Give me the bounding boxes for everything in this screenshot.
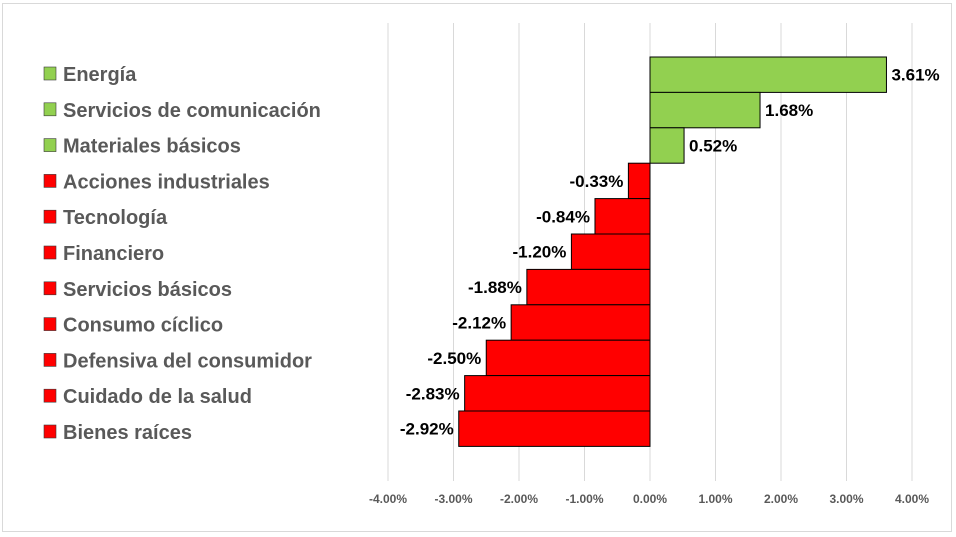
bar: [485, 339, 651, 377]
bar: [570, 233, 651, 270]
chart-area: 3.61% 1.68% 0.52% -0.33% -0.84% -1.20% -1.88% -…: [2, 3, 952, 532]
x-tick-label: 2.00%: [764, 492, 798, 506]
bar: [594, 198, 651, 235]
bar-value-label: -1.20%: [513, 243, 567, 262]
bar: [510, 304, 651, 341]
legend-label: Cuidado de la salud: [63, 386, 252, 408]
bars: [458, 56, 887, 447]
legend-label: Financiero: [63, 243, 164, 265]
bar: [649, 127, 685, 164]
bar-value-label: -2.92%: [400, 420, 454, 439]
x-tick-label: 0.00%: [633, 492, 667, 506]
x-tick-label: 4.00%: [895, 492, 929, 506]
legend-label: Servicios básicos: [63, 279, 232, 301]
legend-label: Tecnología: [63, 207, 168, 229]
bar: [649, 91, 761, 129]
legend-label: Bienes raíces: [63, 422, 192, 444]
legend-swatch: [43, 66, 57, 81]
x-tick-label: -3.00%: [434, 492, 472, 506]
x-tick-label: 3.00%: [829, 492, 863, 506]
legend-label: Consumo cíclico: [63, 315, 223, 337]
legend-label: Energía: [63, 64, 137, 86]
bar-value-label: 1.68%: [765, 101, 813, 120]
legend-label: Defensiva del consumidor: [63, 350, 312, 372]
bar: [627, 162, 651, 200]
legend-swatch: [43, 138, 57, 152]
data-labels: 3.61% 1.68% 0.52% -0.33% -0.84% -1.20% -1.88% -…: [400, 66, 940, 439]
bar-value-label: -0.84%: [536, 207, 590, 226]
legend-swatch: [43, 102, 57, 117]
sector-performance-chart: 3.61% 1.68% 0.52% -0.33% -0.84% -1.20% -1.88% -…: [43, 23, 940, 506]
legend-swatch: [43, 353, 57, 367]
legend-swatch: [43, 209, 57, 224]
legend-swatch: [43, 388, 57, 403]
bar-value-label: 0.52%: [689, 137, 737, 156]
legend-swatch: [43, 174, 57, 188]
bar-value-label: -2.50%: [427, 349, 481, 368]
bar-value-label: -2.12%: [452, 314, 506, 333]
x-tick-label: 1.00%: [698, 492, 732, 506]
x-tick-label: -4.00%: [369, 492, 407, 506]
bar: [649, 56, 887, 93]
x-tick-label: -2.00%: [500, 492, 538, 506]
legend-label: Servicios de comunicación: [63, 100, 321, 122]
legend-label: Acciones industriales: [63, 171, 270, 193]
legend: Energía Servicios de comunicación Material…: [43, 64, 321, 444]
bar: [526, 268, 651, 306]
legend-swatch: [43, 424, 57, 439]
legend-label: Materiales básicos: [63, 136, 241, 158]
bar: [464, 375, 651, 412]
legend-swatch: [43, 245, 57, 260]
bar: [458, 410, 651, 447]
legend-swatch: [43, 317, 57, 331]
bar-value-label: -1.88%: [468, 278, 522, 297]
x-tick-label: -1.00%: [565, 492, 603, 506]
bar-value-label: -2.83%: [406, 384, 460, 403]
x-axis-ticks: -4.00% -3.00% -2.00% -1.00% 0.00% 1.00% 2.00% 3…: [369, 492, 929, 506]
bar-value-label: 3.61%: [891, 66, 939, 85]
bar-value-label: -0.33%: [570, 172, 624, 191]
legend-swatch: [43, 281, 57, 296]
